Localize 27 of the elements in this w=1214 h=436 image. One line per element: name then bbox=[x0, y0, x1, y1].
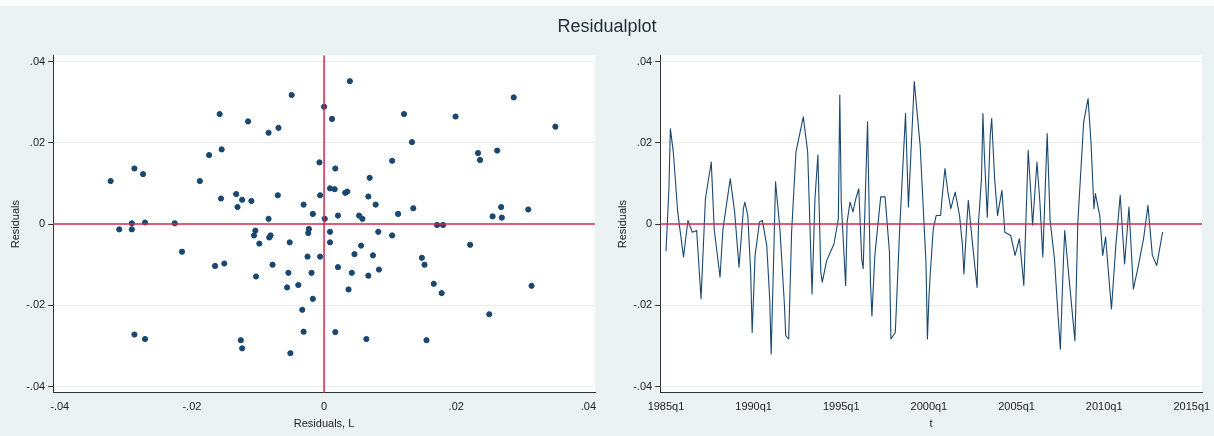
x-tick-label: .02 bbox=[448, 400, 464, 413]
x-axis-title: Residuals, L bbox=[293, 417, 355, 430]
x-tick-label: 1995q1 bbox=[822, 400, 860, 413]
x-tick-label: 2010q1 bbox=[1085, 400, 1123, 413]
y-axis-title: Residuals bbox=[8, 199, 21, 249]
x-tick-label: -.02 bbox=[182, 400, 202, 413]
x-tick-label: 1985q1 bbox=[647, 400, 685, 413]
y-tick-label: .02 bbox=[636, 135, 653, 148]
x-tick-label: 1990q1 bbox=[735, 400, 772, 413]
y-tick-label: .04 bbox=[636, 54, 653, 67]
x-tick-label: .04 bbox=[580, 400, 597, 413]
y-tick-label: -.04 bbox=[26, 379, 46, 392]
x-tick-label: 2000q1 bbox=[910, 400, 948, 413]
y-tick-label: -.02 bbox=[633, 298, 653, 311]
y-tick-label: 0 bbox=[646, 217, 653, 230]
y-tick-label: -.02 bbox=[26, 298, 46, 311]
y-tick-label: 0 bbox=[39, 217, 46, 230]
x-tick-label: 2015q1 bbox=[1173, 400, 1211, 413]
x-tick-label: 0 bbox=[321, 400, 328, 413]
chart-title: Residualplot bbox=[556, 15, 658, 38]
y-tick-label: .02 bbox=[29, 135, 46, 148]
x-tick-label: 2005q1 bbox=[998, 400, 1035, 413]
y-tick-label: .04 bbox=[29, 54, 46, 67]
y-tick-label: -.04 bbox=[633, 379, 653, 392]
y-axis-title: Residuals bbox=[615, 199, 628, 249]
x-axis-title: t bbox=[929, 417, 933, 430]
x-tick-label: -.04 bbox=[50, 400, 70, 413]
